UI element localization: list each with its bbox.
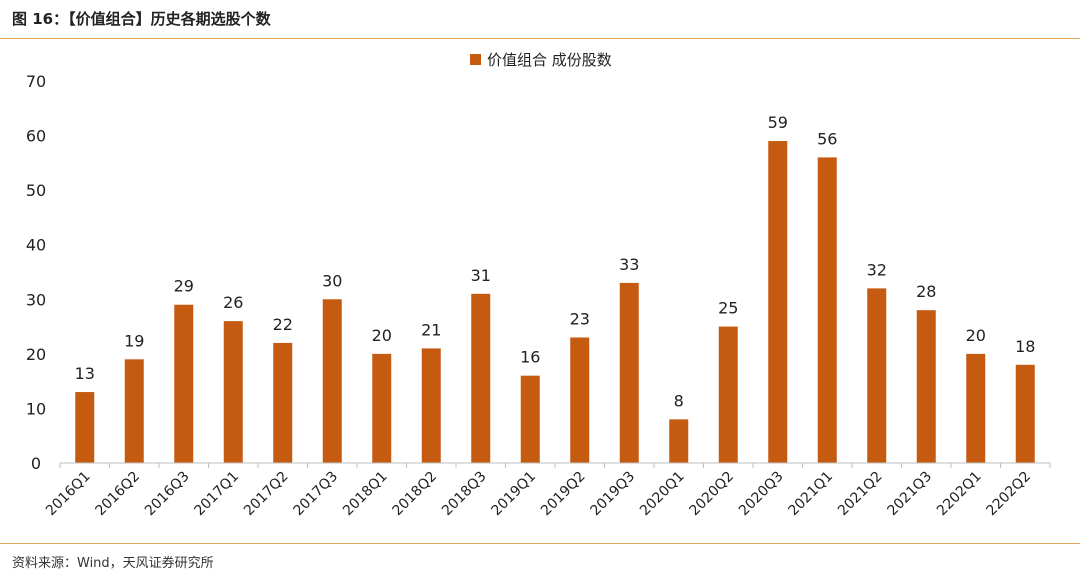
bar bbox=[520, 375, 540, 463]
bar bbox=[718, 326, 738, 463]
legend-label: 价值组合 成份股数 bbox=[487, 51, 612, 69]
data-label: 13 bbox=[75, 364, 95, 383]
bar bbox=[570, 337, 590, 463]
x-tick-label: 2016Q2 bbox=[92, 469, 143, 520]
data-label: 31 bbox=[471, 266, 491, 285]
data-label: 8 bbox=[674, 391, 684, 410]
bar bbox=[619, 282, 639, 463]
data-label: 20 bbox=[372, 326, 392, 345]
bar bbox=[75, 392, 95, 463]
bar bbox=[421, 348, 441, 463]
x-tick-label: 2018Q2 bbox=[389, 469, 440, 520]
x-tick-label: 2019Q2 bbox=[538, 469, 589, 520]
data-label: 28 bbox=[916, 282, 936, 301]
bar-chart: 价值组合 成份股数 0 10 20 30 40 50 60 70 13 19 29 26 22 30 20… bbox=[26, 51, 1051, 520]
bar bbox=[817, 157, 837, 463]
y-tick-label: 30 bbox=[26, 290, 46, 309]
data-label: 32 bbox=[867, 260, 887, 279]
x-tick-label: 2020Q2 bbox=[686, 469, 737, 520]
y-axis: 0 10 20 30 40 50 60 70 bbox=[26, 72, 46, 473]
data-label: 30 bbox=[322, 271, 342, 290]
y-tick-label: 50 bbox=[26, 181, 46, 200]
bar bbox=[223, 321, 243, 463]
bar bbox=[322, 299, 342, 463]
x-tick-label: 2019Q3 bbox=[587, 469, 638, 520]
data-label: 23 bbox=[570, 309, 590, 328]
bar bbox=[471, 293, 491, 463]
x-tick-label: 2017Q2 bbox=[241, 469, 292, 520]
bar bbox=[124, 359, 144, 463]
bar bbox=[966, 353, 986, 463]
x-tick-label: 2021Q1 bbox=[785, 469, 836, 520]
figure-title: 图 16：【价值组合】历史各期选股个数 bbox=[12, 10, 271, 28]
x-tick-label: 2020Q3 bbox=[736, 469, 787, 520]
x-tick-label: 2021Q2 bbox=[835, 469, 886, 520]
x-tick-label: 2018Q1 bbox=[340, 469, 391, 520]
bar bbox=[867, 288, 887, 463]
x-tick-label: 2019Q1 bbox=[488, 469, 539, 520]
y-tick-label: 40 bbox=[26, 236, 46, 255]
chart-legend: 价值组合 成份股数 bbox=[470, 51, 612, 69]
x-tick-label: 2017Q1 bbox=[191, 469, 242, 520]
figure-footer-rule bbox=[0, 543, 1080, 544]
x-tick-label: 2202Q2 bbox=[983, 469, 1034, 520]
bar bbox=[174, 304, 194, 463]
x-tick-label: 2202Q1 bbox=[934, 469, 985, 520]
data-label: 29 bbox=[174, 277, 194, 296]
x-tick-label: 2021Q3 bbox=[884, 469, 935, 520]
bar bbox=[1015, 364, 1035, 463]
bar bbox=[916, 310, 936, 463]
data-label: 20 bbox=[966, 326, 986, 345]
data-label: 18 bbox=[1015, 337, 1035, 356]
x-tick-label: 2018Q3 bbox=[439, 469, 490, 520]
y-tick-label: 10 bbox=[26, 399, 46, 418]
data-labels: 13 19 29 26 22 30 20 21 31 16 23 33 8 25 59 56 32 28 20 18 bbox=[75, 113, 1036, 410]
x-tick-label: 2020Q1 bbox=[637, 469, 688, 520]
data-label: 33 bbox=[619, 255, 639, 274]
bar bbox=[273, 342, 293, 463]
x-tick-label: 2017Q3 bbox=[290, 469, 341, 520]
bar bbox=[372, 353, 392, 463]
data-label: 16 bbox=[520, 348, 540, 367]
bars bbox=[75, 141, 1035, 463]
y-tick-label: 60 bbox=[26, 127, 46, 146]
y-tick-label: 70 bbox=[26, 72, 46, 91]
x-tick-label: 2016Q1 bbox=[43, 469, 94, 520]
x-axis: 2016Q12016Q22016Q32017Q12017Q22017Q32018… bbox=[43, 462, 1051, 520]
data-label: 19 bbox=[124, 331, 144, 350]
x-tick-label: 2016Q3 bbox=[142, 469, 193, 520]
bar bbox=[669, 419, 689, 463]
data-label: 22 bbox=[273, 315, 293, 334]
data-label: 59 bbox=[768, 113, 788, 132]
legend-swatch bbox=[470, 54, 481, 65]
figure-header: 图 16：【价值组合】历史各期选股个数 bbox=[0, 0, 1080, 39]
y-tick-label: 20 bbox=[26, 345, 46, 364]
data-label: 26 bbox=[223, 293, 243, 312]
data-label: 56 bbox=[817, 129, 837, 148]
figure-source: 资料来源：Wind，天风证券研究所 bbox=[12, 556, 214, 571]
data-label: 25 bbox=[718, 299, 738, 318]
y-tick-label: 0 bbox=[31, 454, 41, 473]
data-label: 21 bbox=[421, 320, 441, 339]
bar bbox=[768, 141, 788, 463]
